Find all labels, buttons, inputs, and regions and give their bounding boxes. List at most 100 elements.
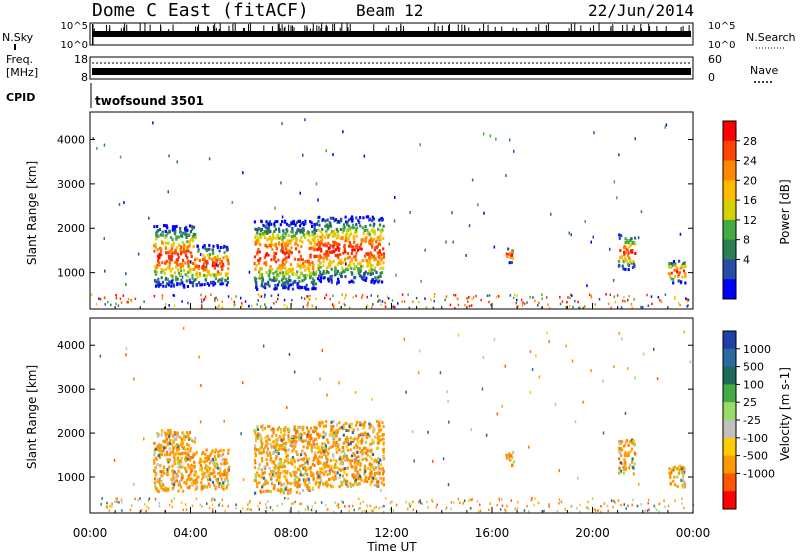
scatter-cell	[586, 284, 588, 288]
scatter-cell	[590, 240, 592, 244]
echo-cell	[184, 467, 187, 471]
echo-cell	[347, 442, 350, 446]
echo-cell	[217, 481, 220, 485]
scatter-cell	[571, 359, 574, 363]
echo-cell	[199, 274, 202, 278]
echo-cell	[210, 459, 213, 463]
echo-cell	[273, 224, 276, 228]
echo-cell	[202, 273, 206, 277]
ground-scatter-cell	[251, 304, 253, 308]
echo-cell	[625, 241, 628, 244]
echo-cell	[284, 449, 287, 453]
echo-cell	[368, 255, 371, 258]
echo-cell	[271, 434, 274, 438]
echo-cell	[327, 469, 330, 473]
echo-cell	[382, 247, 385, 251]
echo-cell	[332, 470, 335, 473]
ground-scatter-cell	[329, 297, 331, 301]
echo-cell	[207, 482, 210, 486]
echo-cell	[178, 480, 181, 483]
echo-cell	[261, 459, 264, 463]
scatter-cell	[336, 282, 338, 286]
echo-cell	[344, 234, 347, 238]
echo-cell	[302, 265, 305, 269]
echo-cell	[185, 235, 188, 239]
echo-cell	[332, 216, 335, 220]
ground-scatter-cell	[210, 499, 213, 502]
ground-scatter-cell	[403, 300, 406, 303]
ground-scatter-cell	[412, 300, 414, 303]
echo-cell	[167, 460, 170, 464]
echo-cell	[291, 287, 295, 291]
ground-scatter-cell	[333, 510, 335, 514]
ground-scatter-cell	[677, 302, 680, 305]
echo-cell	[338, 485, 341, 489]
echo-cell	[266, 450, 269, 454]
colorbar-swatch	[723, 491, 736, 510]
echo-cell	[258, 474, 261, 478]
ground-scatter-cell	[143, 300, 145, 303]
scatter-cell	[209, 484, 211, 488]
echo-cell	[300, 453, 303, 457]
ground-scatter-cell	[412, 508, 414, 511]
echo-cell	[261, 280, 264, 284]
ground-scatter-cell	[419, 499, 421, 502]
ground-scatter-cell	[259, 295, 261, 298]
ground-scatter-cell	[241, 304, 243, 308]
echo-cell	[286, 453, 289, 457]
echo-cell	[261, 485, 264, 489]
echo-cell	[617, 446, 620, 450]
echo-cell	[324, 224, 327, 228]
echo-cell	[359, 243, 363, 247]
echo-cell	[192, 232, 195, 236]
nsky-spike	[244, 28, 246, 31]
ground-scatter-cell	[640, 305, 642, 309]
echo-cell	[291, 230, 294, 234]
echo-cell	[168, 458, 171, 462]
echo-cell	[191, 235, 194, 239]
echo-cell	[680, 470, 683, 474]
echo-cell	[274, 457, 277, 461]
colorbar-swatch	[723, 331, 736, 350]
echo-cell	[317, 267, 320, 271]
echo-cell	[164, 431, 167, 435]
ground-scatter-cell	[372, 509, 374, 513]
echo-cell	[285, 471, 288, 475]
echo-cell	[684, 281, 687, 285]
echo-cell	[322, 424, 326, 428]
echo-cell	[670, 271, 673, 275]
echo-cell	[216, 254, 219, 258]
echo-cell	[164, 284, 168, 288]
ground-scatter-cell	[163, 306, 166, 310]
echo-cell	[373, 222, 376, 226]
ground-scatter-cell	[378, 506, 381, 510]
echo-cell	[179, 226, 182, 230]
echo-cell	[351, 473, 354, 477]
ground-scatter-cell	[655, 508, 658, 512]
echo-cell	[212, 252, 215, 256]
echo-cell	[167, 487, 170, 491]
ground-scatter-cell	[370, 294, 372, 297]
nsky-spike	[512, 27, 514, 31]
echo-cell	[219, 272, 222, 276]
echo-cell	[312, 477, 315, 481]
echo-cell	[625, 247, 628, 251]
echo-cell	[326, 457, 329, 461]
ground-scatter-cell	[304, 508, 307, 511]
echo-cell	[254, 439, 258, 443]
echo-cell	[512, 460, 515, 464]
echo-cell	[381, 271, 384, 275]
echo-cell	[277, 470, 280, 474]
echo-cell	[337, 280, 340, 284]
echo-cell	[337, 249, 340, 252]
nsky-spike	[632, 28, 634, 31]
echo-cell	[209, 453, 212, 457]
ground-scatter-cell	[506, 504, 508, 508]
scatter-cell	[403, 337, 406, 341]
echo-cell	[224, 272, 227, 276]
echo-cell	[310, 437, 313, 441]
echo-cell	[270, 445, 273, 449]
echo-cell	[185, 232, 188, 236]
echo-cell	[166, 453, 169, 457]
echo-cell	[632, 472, 635, 476]
